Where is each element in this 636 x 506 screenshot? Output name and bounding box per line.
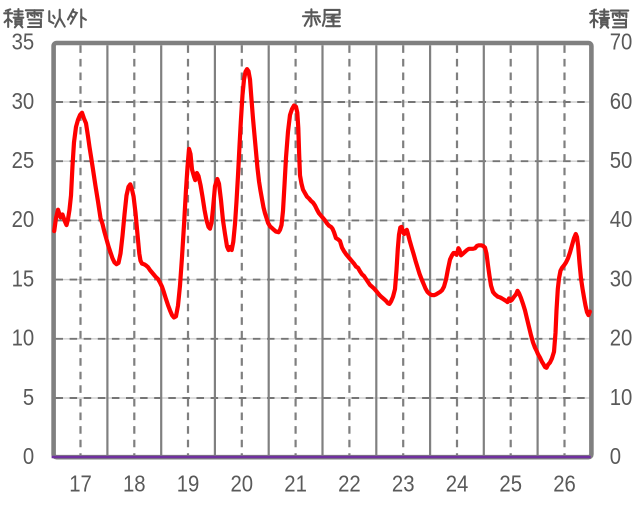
svg-text:26: 26 bbox=[553, 471, 576, 497]
svg-text:20: 20 bbox=[610, 325, 633, 351]
svg-text:10: 10 bbox=[12, 325, 35, 351]
svg-text:30: 30 bbox=[12, 88, 35, 114]
svg-text:35: 35 bbox=[12, 29, 35, 55]
svg-text:25: 25 bbox=[12, 147, 35, 173]
svg-text:0: 0 bbox=[23, 443, 34, 469]
svg-text:60: 60 bbox=[610, 88, 633, 114]
svg-text:15: 15 bbox=[12, 265, 35, 291]
svg-text:19: 19 bbox=[177, 471, 200, 497]
svg-text:50: 50 bbox=[610, 147, 633, 173]
svg-text:10: 10 bbox=[610, 384, 633, 410]
svg-text:0: 0 bbox=[610, 443, 621, 469]
svg-text:24: 24 bbox=[446, 471, 469, 497]
svg-text:20: 20 bbox=[12, 206, 35, 232]
svg-text:22: 22 bbox=[338, 471, 361, 497]
svg-text:40: 40 bbox=[610, 206, 633, 232]
svg-text:5: 5 bbox=[23, 384, 34, 410]
svg-text:18: 18 bbox=[123, 471, 146, 497]
svg-text:17: 17 bbox=[69, 471, 92, 497]
svg-text:21: 21 bbox=[284, 471, 307, 497]
svg-text:70: 70 bbox=[610, 29, 633, 55]
svg-text:20: 20 bbox=[231, 471, 254, 497]
svg-text:23: 23 bbox=[392, 471, 415, 497]
svg-text:25: 25 bbox=[499, 471, 522, 497]
svg-text:30: 30 bbox=[610, 265, 633, 291]
